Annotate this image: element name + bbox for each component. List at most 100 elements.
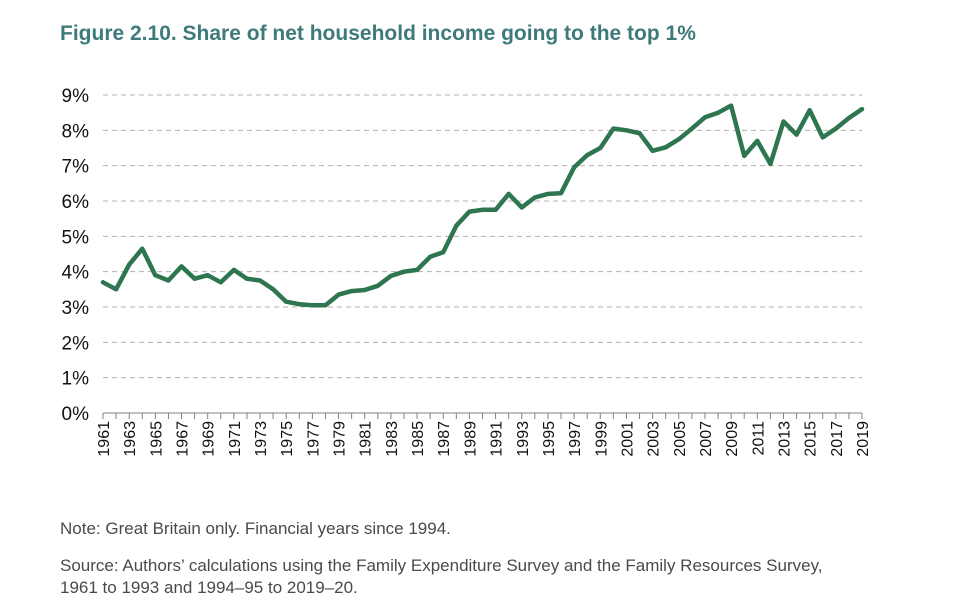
data-point <box>297 302 302 307</box>
data-point <box>493 207 498 212</box>
data-point <box>611 126 616 131</box>
data-point <box>114 287 119 292</box>
x-axis: 1961 1963 1965 1967 1969 1971 1973 1975 1977 1979… <box>96 412 872 457</box>
data-point <box>179 264 184 269</box>
x-tick-label: 1967 <box>175 421 192 457</box>
data-point <box>401 269 406 274</box>
x-tick-label: 1975 <box>279 421 296 457</box>
x-tick-label: 1997 <box>567 421 584 457</box>
data-point <box>846 115 851 120</box>
data-point <box>258 278 263 283</box>
chart-source: Source: Authors’ calculations using the … <box>60 556 823 597</box>
x-tick-label: 2003 <box>646 421 663 457</box>
data-point <box>323 303 328 308</box>
x-tick-label: 1983 <box>384 421 401 457</box>
data-point <box>689 126 694 131</box>
data-point <box>336 292 341 297</box>
x-tick-label: 2019 <box>855 421 872 457</box>
data-point <box>768 161 773 166</box>
series-line <box>100 103 865 308</box>
x-tick-label: 1991 <box>489 421 506 457</box>
y-tick-label: 7% <box>62 157 90 178</box>
data-point <box>428 254 433 259</box>
x-tick-label: 1969 <box>201 421 218 457</box>
line-chart: 0%1%2%3%4%5%6%7%8%9% 1961 1963 1965 1967 196… <box>62 86 872 457</box>
data-point <box>807 108 812 113</box>
y-tick-label: 9% <box>62 86 90 107</box>
data-point <box>192 276 197 281</box>
data-point <box>140 246 145 251</box>
data-point <box>231 267 236 272</box>
y-tick-label: 3% <box>62 298 90 319</box>
data-point <box>349 289 354 294</box>
x-tick-label: 2001 <box>619 421 636 457</box>
x-tick-label: 2017 <box>829 421 846 457</box>
y-tick-label: 0% <box>62 404 90 425</box>
data-point <box>441 250 446 255</box>
y-tick-label: 4% <box>62 263 90 284</box>
data-point <box>244 276 249 281</box>
data-point <box>153 273 158 278</box>
series <box>100 103 865 308</box>
data-point <box>519 205 524 210</box>
y-tick-label: 8% <box>62 121 90 142</box>
x-tick-label: 2009 <box>724 421 741 457</box>
y-tick-label: 1% <box>62 369 90 390</box>
data-point <box>532 195 537 200</box>
data-point <box>205 273 210 278</box>
x-tick-label: 1973 <box>253 421 270 457</box>
data-point <box>755 138 760 143</box>
chart-title: Figure 2.10. Share of net household inco… <box>60 22 696 45</box>
data-point <box>794 132 799 137</box>
data-point <box>467 209 472 214</box>
data-point <box>284 299 289 304</box>
x-tick-label: 1979 <box>332 421 349 457</box>
gridlines <box>103 94 862 379</box>
x-tick-label: 1995 <box>541 421 558 457</box>
x-tick-label: 1965 <box>148 421 165 457</box>
y-tick-label: 6% <box>62 192 90 213</box>
x-tick-label: 1985 <box>410 421 427 457</box>
data-point <box>742 153 747 158</box>
data-point <box>271 287 276 292</box>
data-point <box>506 191 511 196</box>
data-point <box>415 267 420 272</box>
x-tick-label: 2015 <box>803 421 820 457</box>
x-tick-label: 1961 <box>96 421 113 457</box>
x-tick-label: 2013 <box>776 421 793 457</box>
data-point <box>820 135 825 140</box>
data-point <box>127 262 132 267</box>
x-tick-label: 2005 <box>672 421 689 457</box>
data-point <box>559 191 564 196</box>
x-tick-label: 1993 <box>515 421 532 457</box>
x-tick-label: 1977 <box>305 421 322 457</box>
x-tick-label: 2007 <box>698 421 715 457</box>
data-point <box>545 191 550 196</box>
data-point <box>663 145 668 150</box>
data-point <box>454 223 459 228</box>
x-tick-label: 1971 <box>227 421 244 457</box>
data-point <box>362 288 367 293</box>
data-point <box>637 131 642 136</box>
x-tick-label: 1989 <box>462 421 479 457</box>
data-point <box>650 148 655 153</box>
x-tick-label: 1987 <box>436 421 453 457</box>
data-point <box>480 207 485 212</box>
data-point <box>702 115 707 120</box>
y-tick-label: 2% <box>62 333 90 354</box>
data-point <box>860 107 864 112</box>
data-point <box>781 119 786 124</box>
data-point <box>716 110 721 115</box>
x-tick-label: 1981 <box>358 421 375 457</box>
y-tick-label: 5% <box>62 227 90 248</box>
data-point <box>729 103 734 108</box>
x-tick-label: 2011 <box>750 421 767 456</box>
data-point <box>624 128 629 133</box>
data-point <box>166 278 171 283</box>
data-point <box>598 146 603 150</box>
chart-note: Note: Great Britain only. Financial year… <box>60 519 451 538</box>
x-tick-label: 1999 <box>593 421 610 457</box>
data-point <box>833 126 838 131</box>
data-point <box>101 280 105 285</box>
data-point <box>218 280 223 285</box>
